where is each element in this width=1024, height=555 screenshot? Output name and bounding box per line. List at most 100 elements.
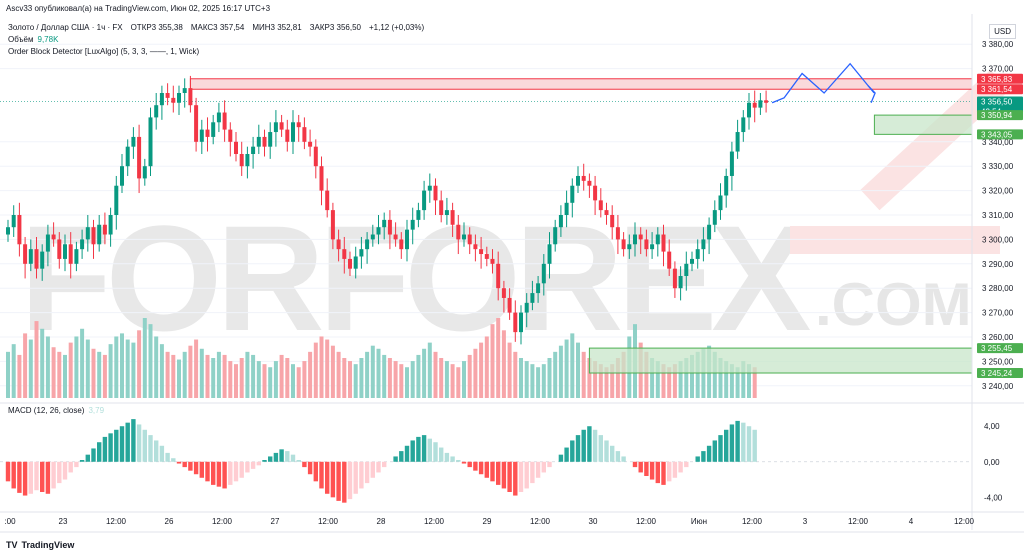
- macd-bar: [268, 456, 273, 462]
- price-axis[interactable]: 3 380,00 3 370,00 3 340,00 3 330,00 3 320,00…: [0, 14, 1024, 533]
- volume-bar: [285, 358, 290, 398]
- volume-bar: [524, 361, 529, 398]
- macd-bar: [416, 436, 421, 462]
- price-tick-label: 3 300,00: [982, 235, 1014, 244]
- candle-body: [633, 234, 637, 245]
- volume-bar: [74, 336, 79, 398]
- candle-body: [205, 129, 210, 137]
- macd-value: 3,79: [88, 406, 105, 415]
- volume-bar: [684, 358, 689, 398]
- macd-bar: [746, 426, 752, 462]
- candle-body: [171, 97, 176, 103]
- price-tick-label: 3 260,00: [982, 333, 1014, 342]
- macd-bar: [239, 461, 244, 478]
- volume-bar: [245, 351, 250, 398]
- volume-bar: [211, 358, 216, 398]
- candle-body: [291, 122, 295, 142]
- projection-line: [771, 62, 875, 104]
- macd-bar: [199, 461, 204, 478]
- candle-body: [279, 122, 284, 130]
- volume-bar: [194, 339, 199, 398]
- candle-body: [678, 276, 683, 289]
- candle-body: [330, 210, 335, 240]
- candle-body: [627, 244, 632, 250]
- macd-bar: [11, 461, 16, 489]
- candle-body: [684, 263, 689, 276]
- candle-body: [239, 154, 244, 167]
- candle-body: [410, 219, 415, 230]
- time-tick-label: 12:00: [742, 517, 763, 526]
- volume-bar: [604, 367, 609, 398]
- candle-body: [553, 227, 558, 245]
- volume-bar: [319, 336, 324, 398]
- macd-bar: [296, 460, 301, 462]
- volume-bar: [205, 354, 210, 398]
- time-axis[interactable]: :00 23 12:00 26 12:00 27 12:00 28 12:00 29 12:00 30…: [4, 517, 974, 526]
- macd-bar: [547, 461, 552, 468]
- price-label-box: [977, 110, 1023, 121]
- volume-bar: [587, 358, 592, 398]
- price-label-text: 3 343,05: [981, 130, 1013, 139]
- candle-body: [359, 249, 364, 257]
- volume-bar: [536, 367, 541, 398]
- candle-body: [644, 239, 649, 250]
- volume-bar: [729, 364, 734, 398]
- volume-bar: [6, 351, 10, 398]
- macd-bar: [364, 461, 370, 484]
- candle-body: [416, 210, 421, 220]
- candle-body: [102, 224, 107, 235]
- macd-label[interactable]: MACD (12, 26, close): [8, 406, 85, 415]
- macd-bar: [154, 440, 159, 462]
- macd-bar: [370, 461, 375, 478]
- candle-body: [547, 244, 552, 264]
- candle-body: [234, 141, 238, 154]
- candle-body: [456, 224, 461, 240]
- candle-body: [536, 283, 541, 294]
- volume-bar: [159, 344, 164, 398]
- volume-bar: [85, 339, 90, 398]
- macd-bar: [165, 452, 170, 462]
- macd-bar: [307, 461, 313, 475]
- price-labels: 3 365,833 361,543 356,5042:543 350,943 3…: [977, 73, 1023, 379]
- volume-bar: [239, 358, 244, 398]
- macd-bar: [279, 449, 284, 462]
- volume-bar: [28, 339, 33, 398]
- macd-bar: [211, 461, 216, 485]
- candle-body: [752, 102, 757, 108]
- candle-body: [165, 93, 170, 98]
- symbol-title[interactable]: Золото / Доллар США · 1ч · FX: [8, 23, 123, 32]
- volume-bar: [262, 364, 267, 398]
- currency-button[interactable]: USD: [989, 24, 1016, 39]
- volume-bar: [97, 351, 102, 398]
- volume-bar: [177, 359, 181, 398]
- time-tick-label: 12:00: [530, 517, 551, 526]
- tradingview-logo[interactable]: TV TradingView: [6, 540, 74, 550]
- volume-bar: [353, 364, 358, 398]
- candle-body: [256, 136, 261, 147]
- price-label-text: 3 361,54: [981, 85, 1013, 94]
- candle-body: [216, 112, 221, 123]
- macd-bar: [74, 461, 79, 468]
- macd-bar: [496, 461, 501, 485]
- indicator-label[interactable]: Order Block Detector [LuxAlgo] (5, 3, 3,…: [8, 47, 200, 56]
- projection-path: [771, 62, 876, 104]
- macd-bar: [85, 454, 90, 462]
- macd-bar: [193, 461, 199, 475]
- candle-body: [530, 293, 535, 303]
- candle-body: [427, 185, 432, 191]
- volume-bar: [313, 342, 318, 398]
- volume-label[interactable]: Объём: [8, 35, 34, 44]
- macd-bar: [176, 461, 182, 464]
- volume-bar: [23, 333, 28, 398]
- macd-bar: [575, 435, 581, 462]
- volume-bar: [102, 354, 107, 398]
- macd-bar: [564, 447, 569, 462]
- candle-body: [462, 234, 466, 240]
- macd-bar: [581, 429, 586, 462]
- volume-bar: [125, 339, 130, 398]
- volume-bar: [501, 330, 506, 398]
- candle-body: [154, 105, 159, 118]
- candle-body: [593, 185, 598, 201]
- grid: [0, 43, 972, 387]
